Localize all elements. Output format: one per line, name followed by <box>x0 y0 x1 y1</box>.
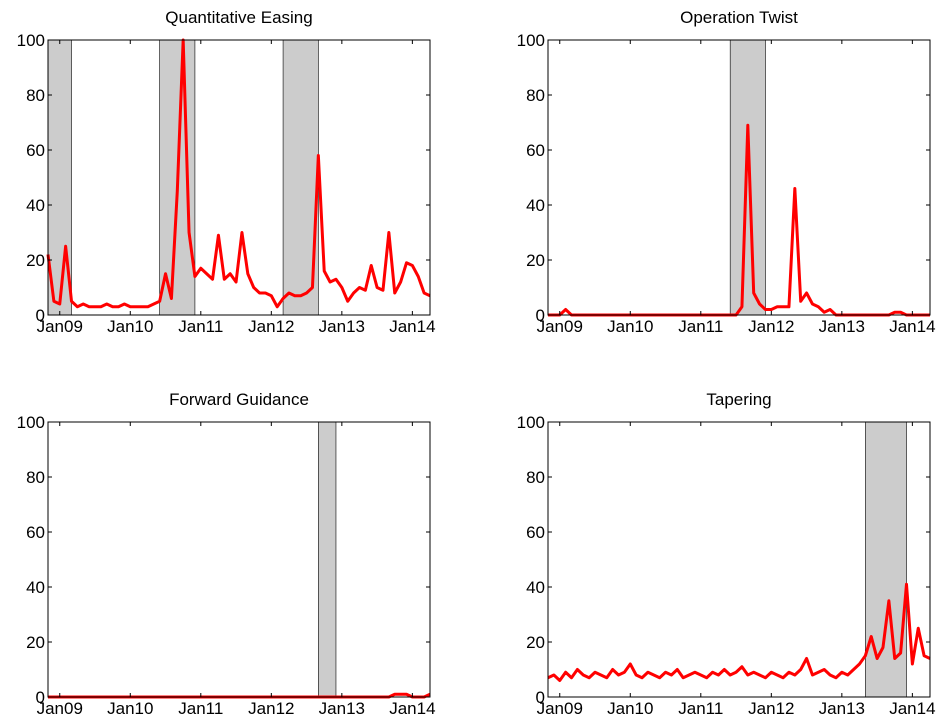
shaded-period <box>729 39 766 316</box>
y-tick-label: 80 <box>26 86 45 105</box>
y-tick-label: 100 <box>17 31 45 50</box>
y-tick-label: 0 <box>36 688 45 707</box>
x-tick-label: Jan11 <box>178 699 223 718</box>
x-tick-label: Jan14 <box>389 699 435 718</box>
x-tick-label: Jan11 <box>678 317 723 336</box>
x-tick-label: Jan09 <box>537 699 583 718</box>
y-tick-label: 80 <box>526 86 545 105</box>
x-tick-label: Jan12 <box>748 699 794 718</box>
data-line <box>46 38 431 309</box>
y-tick-label: 60 <box>526 141 545 160</box>
x-tick-label: Jan10 <box>107 317 153 336</box>
x-tick-label: Jan09 <box>37 317 83 336</box>
x-tick-label: Jan13 <box>819 317 865 336</box>
data-line <box>547 582 931 682</box>
y-tick-label: 20 <box>26 633 45 652</box>
x-tick-label: Jan13 <box>819 699 865 718</box>
shaded-period <box>318 421 337 698</box>
y-tick-label: 100 <box>517 31 545 50</box>
subplot-title: Quantitative Easing <box>165 8 312 27</box>
y-tick-label: 0 <box>36 306 45 325</box>
subplot: 0 20 40 60 80 100 Jan09 Jan10 Jan11 Jan12 Jan13 Jan… <box>17 390 436 718</box>
subplot-title: Operation Twist <box>680 8 798 27</box>
x-tick-label: Jan13 <box>319 317 365 336</box>
x-tick-label: Jan09 <box>537 317 583 336</box>
axes-frame <box>547 39 931 316</box>
plot-area <box>48 422 430 697</box>
x-tick-label: Jan12 <box>248 317 294 336</box>
x-tick-label: Jan12 <box>248 699 294 718</box>
y-tick-label: 60 <box>26 523 45 542</box>
axes-frame <box>47 421 431 698</box>
y-tick-label: 20 <box>526 633 545 652</box>
x-tick-label: Jan09 <box>37 699 83 718</box>
x-tick-label: Jan14 <box>389 317 435 336</box>
subplot-title: Tapering <box>706 390 771 409</box>
x-tick-label: Jan11 <box>178 317 223 336</box>
y-tick-label: 100 <box>17 413 45 432</box>
y-tick-label: 80 <box>26 468 45 487</box>
x-tick-label: Jan12 <box>748 317 794 336</box>
shaded-period <box>865 421 907 698</box>
y-tick-label: 40 <box>26 196 45 215</box>
x-tick-label: Jan14 <box>889 699 935 718</box>
y-tick-label: 60 <box>26 141 45 160</box>
axes-frame <box>547 421 931 698</box>
axes-frame <box>47 39 431 316</box>
subplot: 0 20 40 60 80 100 Jan09 Jan10 Jan11 Jan12 Jan13 Jan… <box>517 390 936 718</box>
x-tick-label: Jan10 <box>607 317 653 336</box>
y-tick-label: 0 <box>536 306 545 325</box>
y-tick-label: 40 <box>26 578 45 597</box>
y-tick-label: 100 <box>517 413 545 432</box>
subplot: 0 20 40 60 80 100 Jan09 Jan10 Jan11 Jan12 Jan13 Jan… <box>17 8 436 336</box>
y-tick-label: 20 <box>26 251 45 270</box>
y-tick-label: 20 <box>526 251 545 270</box>
x-tick-label: Jan13 <box>319 699 365 718</box>
x-tick-label: Jan14 <box>889 317 935 336</box>
subplot-title: Forward Guidance <box>169 390 309 409</box>
y-tick-label: 40 <box>526 578 545 597</box>
y-tick-label: 80 <box>526 468 545 487</box>
y-tick-label: 40 <box>526 196 545 215</box>
y-tick-label: 60 <box>526 523 545 542</box>
x-tick-label: Jan10 <box>107 699 153 718</box>
subplot: 0 20 40 60 80 100 Jan09 Jan10 Jan11 Jan12 Jan13 Jan… <box>517 8 936 336</box>
y-tick-label: 0 <box>536 688 545 707</box>
x-tick-label: Jan10 <box>607 699 653 718</box>
x-tick-label: Jan11 <box>678 699 723 718</box>
